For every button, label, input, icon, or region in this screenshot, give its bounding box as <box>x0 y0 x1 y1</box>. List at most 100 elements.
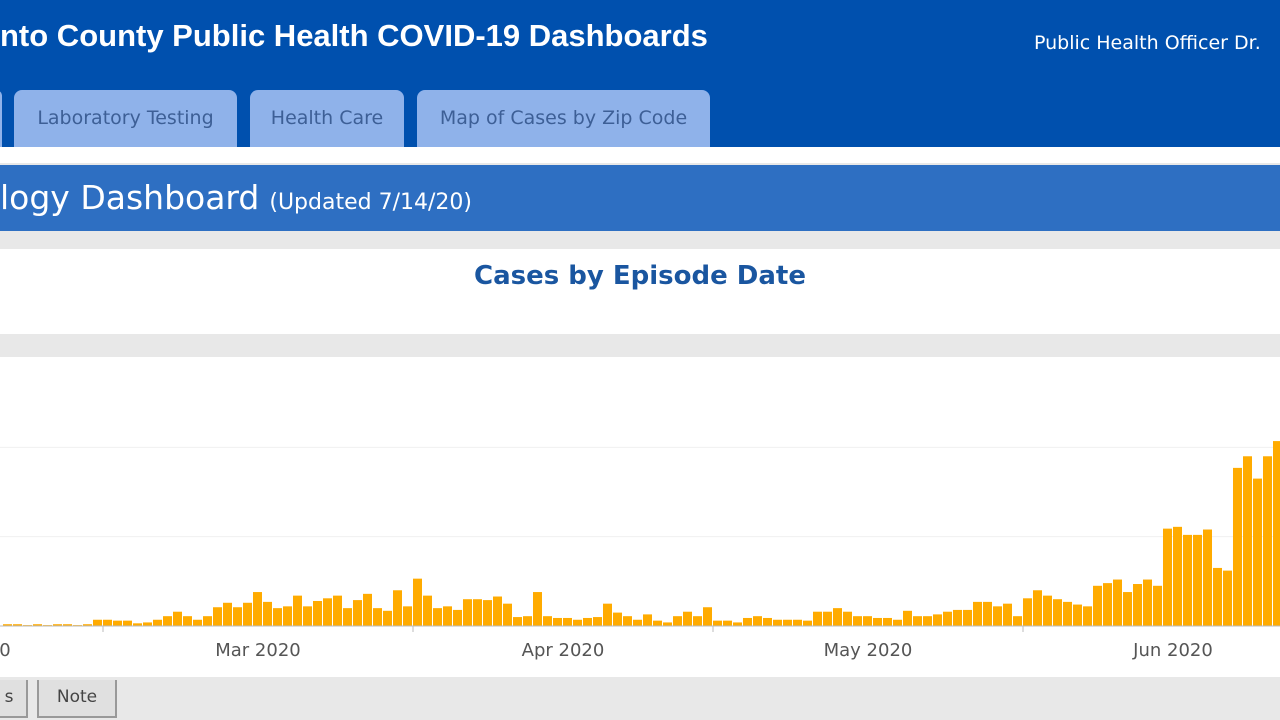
bar <box>93 619 102 626</box>
bar <box>843 611 852 626</box>
bar <box>633 619 642 626</box>
bar <box>643 614 652 626</box>
bar <box>943 611 952 626</box>
officer-link[interactable]: Public Health Officer Dr. <box>1034 32 1261 54</box>
bar <box>793 619 802 626</box>
bar <box>423 595 432 626</box>
bar <box>273 608 282 626</box>
bar <box>503 603 512 626</box>
chart-bg <box>0 357 1280 677</box>
bar <box>1073 604 1082 626</box>
x-tick-label: Jun 2020 <box>1132 640 1213 661</box>
bar <box>823 611 832 626</box>
bar <box>33 624 42 626</box>
bar <box>133 623 142 626</box>
bar <box>963 609 972 626</box>
x-tick-label: May 2020 <box>824 640 913 661</box>
bar <box>783 619 792 626</box>
bar <box>673 616 682 626</box>
x-tick-label: 0 <box>0 640 11 661</box>
tab[interactable]: Laboratory Testing <box>14 90 237 147</box>
bar <box>363 593 372 626</box>
bar <box>433 608 442 626</box>
bar <box>1253 478 1262 626</box>
bar <box>883 617 892 626</box>
bar <box>113 620 122 626</box>
bar <box>193 619 202 626</box>
bar <box>763 617 772 626</box>
bar <box>223 602 232 626</box>
bar <box>513 617 522 626</box>
bar <box>603 603 612 626</box>
bar <box>383 610 392 626</box>
bar <box>913 616 922 626</box>
bar <box>213 607 222 626</box>
bar <box>3 624 12 626</box>
bar <box>1183 534 1192 626</box>
bar <box>333 595 342 626</box>
bar <box>243 602 252 626</box>
bar <box>173 611 182 626</box>
bar <box>1153 585 1162 626</box>
header: nto County Public Health COVID-19 Dashbo… <box>0 0 1280 147</box>
bar <box>263 601 272 626</box>
bar <box>1033 590 1042 626</box>
x-tick-label: Apr 2020 <box>522 640 605 661</box>
bar <box>453 609 462 626</box>
bar <box>183 616 192 626</box>
bar <box>903 610 912 626</box>
bar <box>413 578 422 626</box>
bar <box>703 607 712 626</box>
bar <box>583 617 592 626</box>
bar <box>663 622 672 626</box>
bar <box>153 619 162 626</box>
bar <box>653 620 662 626</box>
x-tick-label: Mar 2020 <box>215 640 301 661</box>
bar <box>283 606 292 626</box>
bar <box>1093 585 1102 626</box>
bar <box>1163 528 1172 626</box>
bar <box>803 620 812 626</box>
bar <box>693 616 702 626</box>
bar <box>1003 603 1012 626</box>
tab[interactable] <box>0 90 2 147</box>
bar <box>1143 579 1152 626</box>
bar <box>1113 579 1122 626</box>
bar <box>923 616 932 626</box>
updated: (Updated 7/14/20) <box>269 190 472 215</box>
bar <box>63 624 72 626</box>
bottom-tab[interactable]: s <box>0 680 28 718</box>
header-title: nto County Public Health COVID-19 Dashbo… <box>0 18 708 53</box>
bar <box>373 608 382 626</box>
bar <box>543 616 552 626</box>
bar <box>853 616 862 626</box>
tab[interactable]: Map of Cases by Zip Code <box>417 90 710 147</box>
bar <box>143 622 152 626</box>
bar <box>1233 467 1242 626</box>
bar <box>103 619 112 626</box>
bar <box>1213 567 1222 626</box>
bottom-tab[interactable]: Note <box>37 680 117 718</box>
bar <box>573 619 582 626</box>
bar <box>973 601 982 626</box>
chart-title: Cases by Episode Date <box>0 249 1280 334</box>
bar <box>623 616 632 626</box>
bar <box>563 617 572 626</box>
bar <box>753 616 762 626</box>
tab[interactable]: Health Care <box>250 90 404 147</box>
bar <box>1203 529 1212 626</box>
bar <box>163 616 172 626</box>
bar <box>53 624 62 626</box>
bar <box>1023 598 1032 626</box>
bar <box>443 606 452 626</box>
bar <box>613 612 622 626</box>
bar <box>893 619 902 626</box>
bar <box>303 606 312 626</box>
bar <box>1193 534 1202 626</box>
bar <box>683 611 692 626</box>
bar <box>83 624 92 626</box>
bar <box>1243 456 1252 626</box>
bar <box>713 620 722 626</box>
bar <box>1043 595 1052 626</box>
